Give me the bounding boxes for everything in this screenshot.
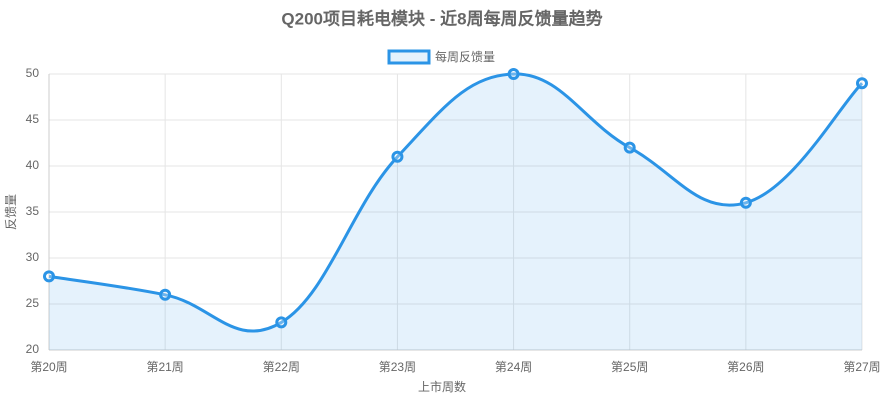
x-tick-label: 第23周 — [379, 360, 416, 374]
x-tick-label: 第24周 — [495, 360, 532, 374]
y-tick-label: 35 — [26, 204, 40, 218]
legend-label: 每周反馈量 — [435, 49, 495, 64]
legend-swatch — [387, 49, 431, 65]
point — [623, 141, 636, 154]
x-tick-label: 第26周 — [727, 360, 764, 374]
point — [43, 270, 55, 283]
y-axis-label: 反馈量 — [4, 194, 18, 230]
x-tick-label: 第20周 — [30, 360, 67, 374]
y-tick-label: 50 — [26, 66, 40, 80]
point — [159, 288, 172, 301]
x-tick-label: 第22周 — [263, 360, 300, 374]
point — [507, 68, 520, 80]
point — [275, 316, 288, 329]
y-tick-label: 30 — [26, 250, 40, 264]
y-tick-label: 25 — [26, 296, 40, 310]
y-tick-label: 20 — [26, 342, 40, 356]
y-tick-label: 45 — [26, 112, 40, 126]
x-tick-label: 第25周 — [611, 360, 648, 374]
y-tick-label: 40 — [26, 158, 40, 172]
point — [391, 150, 404, 163]
point — [739, 196, 752, 209]
chart-title: Q200项目耗电模块 - 近8周每周反馈量趋势 — [281, 8, 602, 28]
x-tick-label: 第27周 — [843, 360, 880, 374]
area — [49, 73, 862, 350]
x-axis-label: 上市周数 — [418, 379, 466, 394]
line — [48, 72, 864, 333]
x-tick-label: 第21周 — [146, 360, 183, 374]
point — [856, 77, 868, 90]
